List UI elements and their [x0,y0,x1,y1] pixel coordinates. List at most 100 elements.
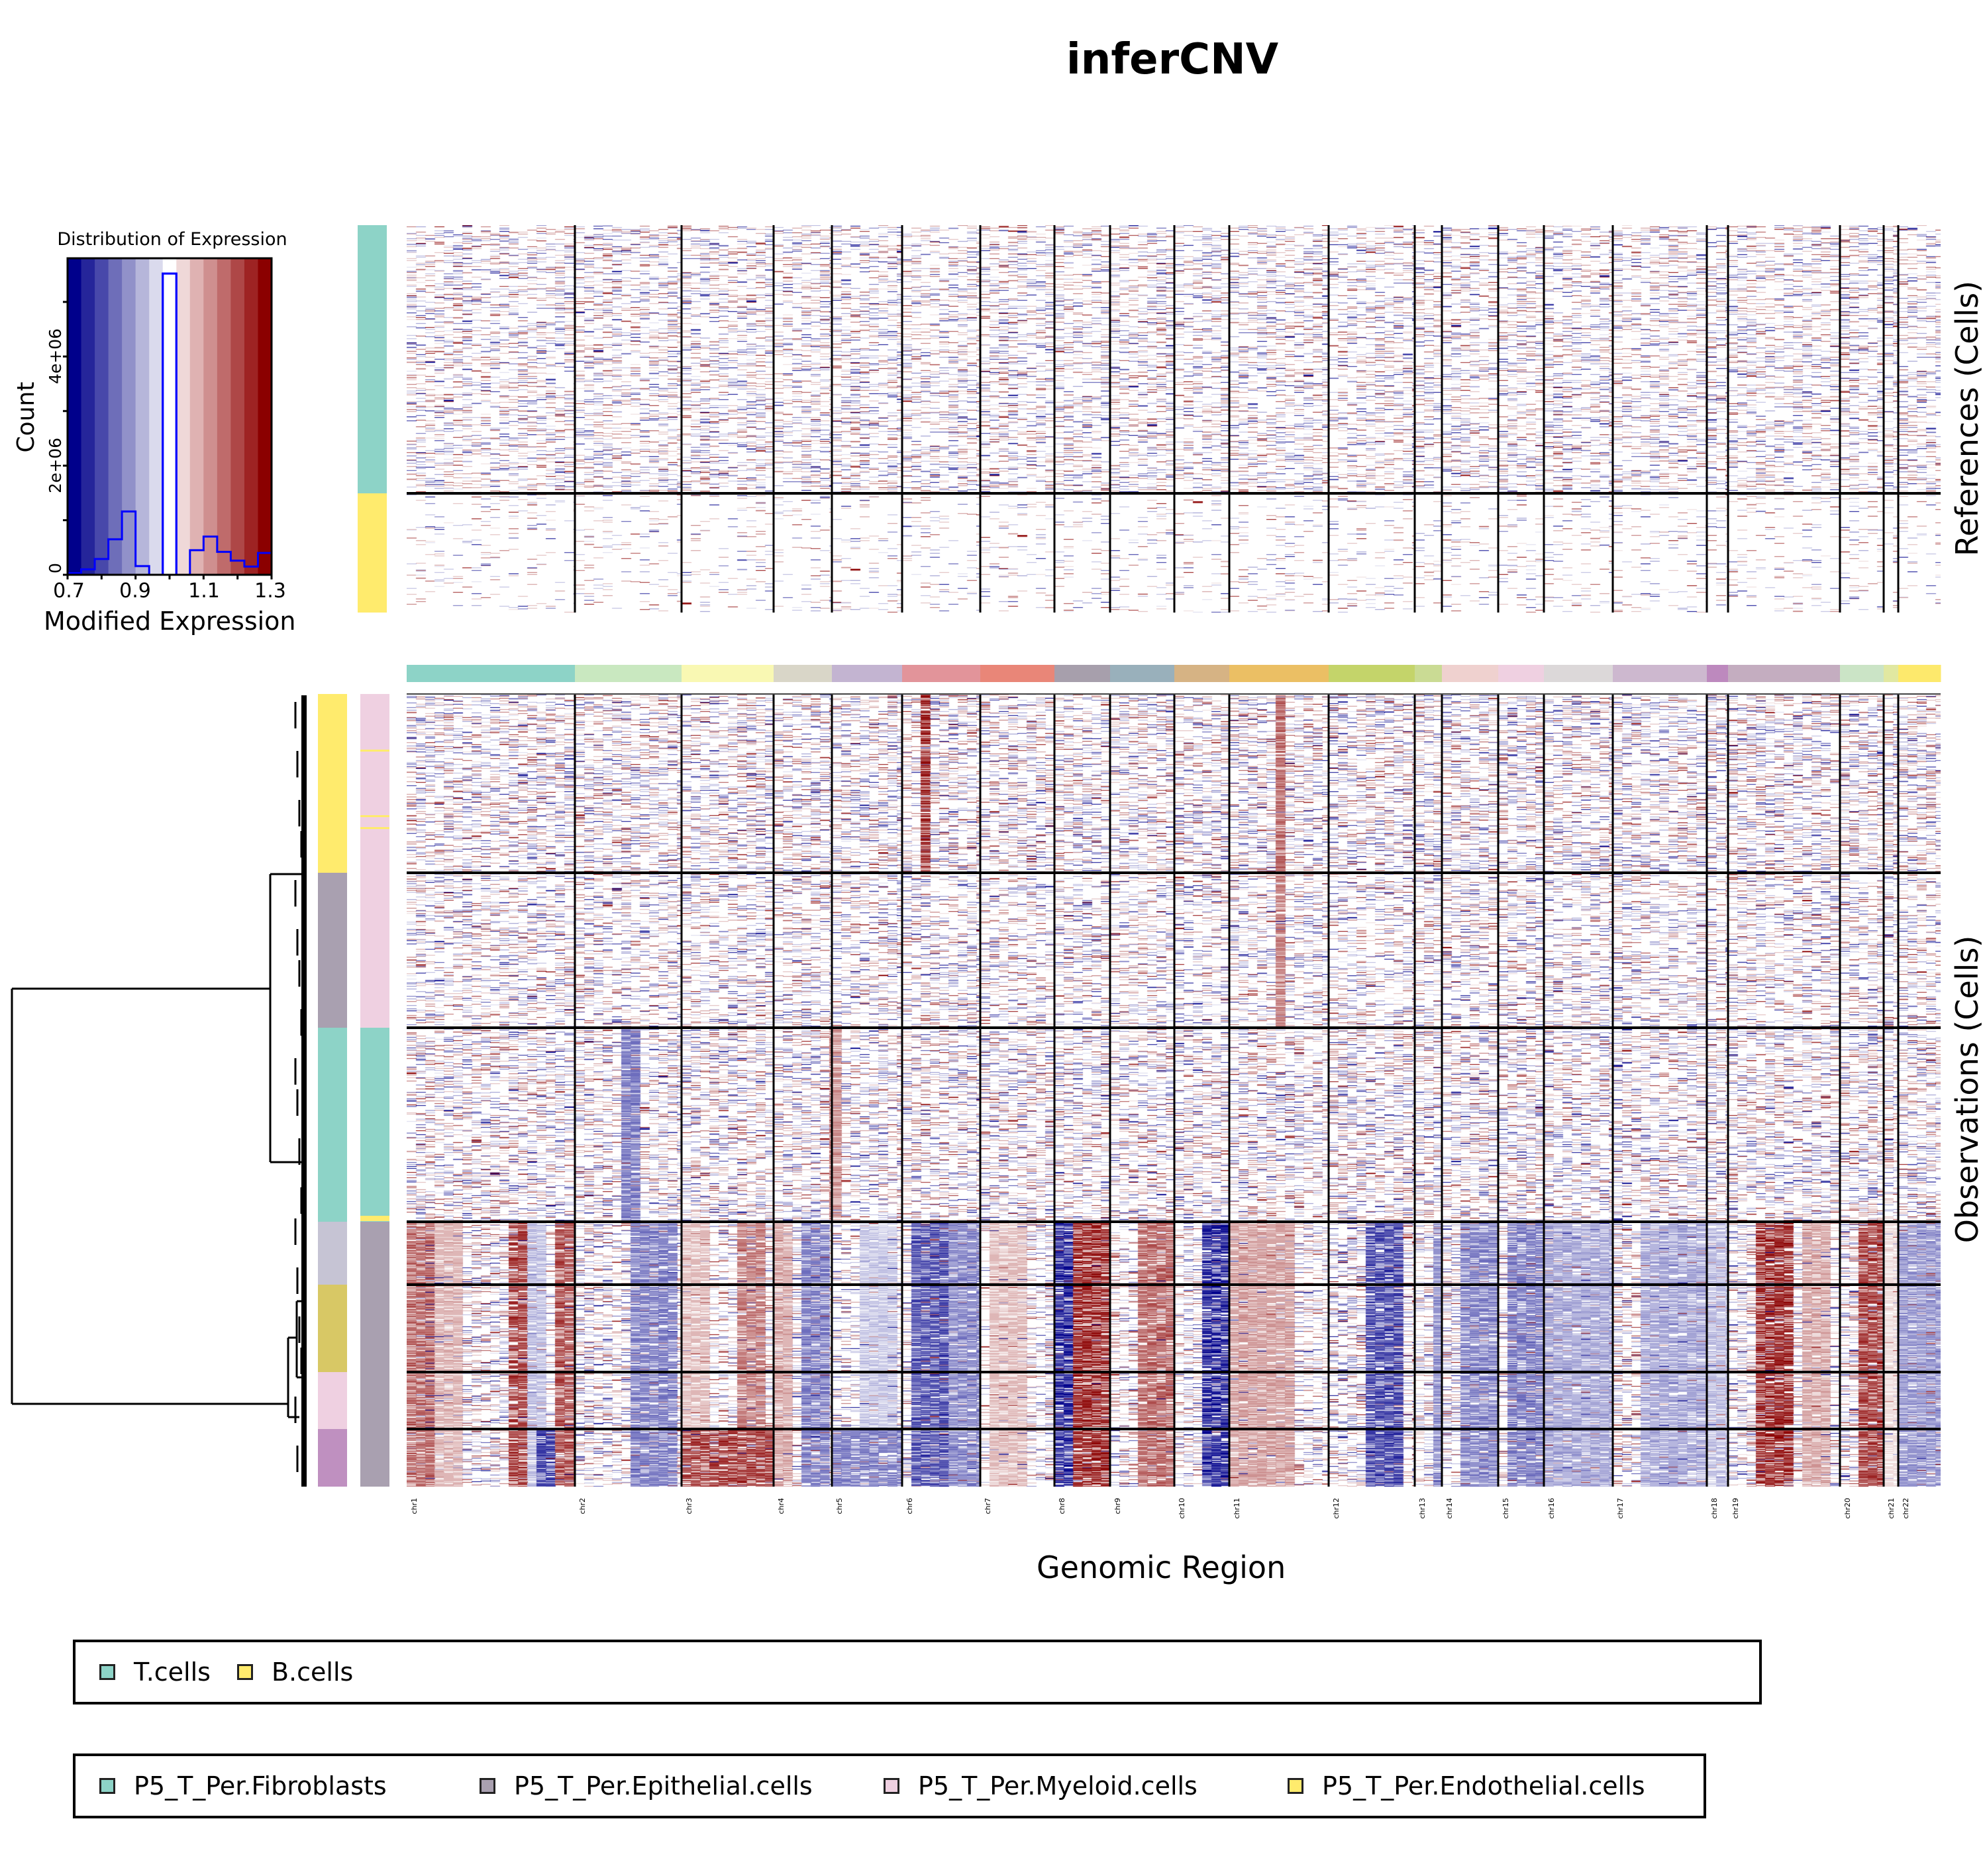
histogram-color-band [244,258,258,575]
observation-celltype-annotation [360,1429,389,1487]
chromosome-color-chr22 [1898,665,1941,682]
chromosome-color-chr20 [1840,665,1884,682]
legend-swatch [236,1664,253,1680]
chromosome-label-chr11: chr11 [1233,1498,1241,1519]
chromosome-color-chr15 [1498,665,1545,682]
chromosome-color-chr16 [1544,665,1613,682]
chromosome-color-chr3 [682,665,774,682]
chromosome-label-chr5: chr5 [835,1498,844,1514]
histogram-color-band [68,258,82,575]
chromosome-color-chr10 [1174,665,1230,682]
chromosome-color-chr11 [1229,665,1329,682]
chromosome-color-chr12 [1329,665,1415,682]
celltype-stripe [360,815,389,817]
observation-celltype-annotation [360,1285,389,1372]
legend-swatch [480,1778,495,1794]
legend-label: T.cells [134,1657,211,1687]
observation-cluster-annotation [318,1028,347,1222]
histogram [63,257,273,579]
histogram-color-band [189,258,204,575]
histogram-color-band [149,258,164,575]
chromosome-color-chr17 [1613,665,1707,682]
observations-axis-label: Observations (Cells) [1949,935,1985,1244]
histogram-color-band [95,258,109,575]
histogram-color-band [108,258,123,575]
chromosome-label-chr4: chr4 [777,1498,786,1514]
legend-item-endothelial: P5_T_Per.Endothelial.cells [1288,1771,1645,1801]
chromosome-label-chr2: chr2 [578,1498,587,1514]
histogram-color-band [176,258,191,575]
chromosome-color-chr4 [774,665,833,682]
legend-swatch [1288,1778,1303,1794]
histogram-color-band [230,258,245,575]
histogram-color-band [135,258,150,575]
chromosome-color-chr19 [1728,665,1841,682]
legend-label: B.cells [271,1657,354,1687]
histogram-title: Distribution of Expression [57,229,287,250]
observation-celltype-annotation [360,1372,389,1429]
dendrogram [11,695,307,1487]
chromosome-color-chr9 [1110,665,1175,682]
chromosome-label-chr20: chr20 [1843,1498,1852,1519]
observation-celltype-annotation [360,873,389,1028]
histogram-xtick-0.7: 0.7 [53,579,85,603]
legend-item-bcells: B.cells [236,1657,354,1687]
chromosome-label-chr8: chr8 [1058,1498,1066,1514]
observation-cluster-annotation [318,1222,347,1285]
celltype-stripe [360,750,389,752]
chromosome-label-chr15: chr15 [1502,1498,1510,1519]
chromosome-label-chr16: chr16 [1547,1498,1556,1519]
chromosome-label-chr3: chr3 [685,1498,693,1514]
dendrogram-leaves [301,695,307,1487]
chromosome-color-chr13 [1415,665,1443,682]
histogram-xtick-1.3: 1.3 [254,579,286,603]
legend-item-tcells: T.cells [99,1657,211,1687]
celltype-stripe [360,1216,389,1221]
chromosome-label-chr6: chr6 [905,1498,914,1514]
histogram-xtick-0.9: 0.9 [119,579,151,603]
chromosome-label-chr1: chr1 [410,1498,419,1514]
chromosome-label-chr19: chr19 [1731,1498,1740,1519]
legend-label: P5_T_Per.Epithelial.cells [514,1771,813,1801]
legend-label: P5_T_Per.Fibroblasts [134,1771,387,1801]
legend-swatch [884,1778,899,1794]
chromosome-color-chr6 [902,665,981,682]
celltype-stripe [360,827,389,829]
chromosome-color-chr8 [1054,665,1111,682]
legend-item-fibroblasts: P5_T_Per.Fibroblasts [99,1771,480,1801]
chromosome-label-chr22: chr22 [1902,1498,1910,1519]
legend-swatch [99,1664,115,1680]
observation-celltype-annotation [360,1222,389,1285]
reference-group-annotation [358,225,387,493]
observation-celltype-annotation [360,694,389,873]
chromosome-color-chr18 [1707,665,1729,682]
chromosome-label-chr21: chr21 [1887,1498,1896,1519]
references-axis-label: References (Cells) [1949,280,1985,557]
observation-cluster-annotation [318,1429,347,1487]
observation-cluster-annotation [318,873,347,1028]
chromosome-label-chr18: chr18 [1710,1498,1719,1519]
chromosome-label-chr7: chr7 [984,1498,992,1514]
chromosome-label-chr13: chr13 [1418,1498,1427,1519]
chromosome-color-chr14 [1442,665,1499,682]
chromosome-label-chr14: chr14 [1445,1498,1454,1519]
legend-label: P5_T_Per.Myeloid.cells [918,1771,1197,1801]
observation-celltype-annotation [360,1028,389,1222]
histogram-color-band [217,258,231,575]
legend-label: P5_T_Per.Endothelial.cells [1322,1771,1645,1801]
chromosome-color-chr2 [575,665,682,682]
genomic-region-label: Genomic Region [1037,1550,1286,1585]
chromosome-label-chr12: chr12 [1332,1498,1341,1519]
legend-swatch [99,1778,115,1794]
observation-cluster-annotation [318,1285,347,1372]
plot-title: inferCNV [1066,35,1279,84]
chromosome-color-chr21 [1884,665,1899,682]
chromosome-color-chr7 [980,665,1055,682]
references-legend: T.cells B.cells [73,1640,1762,1704]
chromosome-color-chr5 [832,665,903,682]
chromosome-label-chr9: chr9 [1113,1498,1122,1514]
legend-item-epithelial: P5_T_Per.Epithelial.cells [480,1771,884,1801]
histogram-color-band [203,258,218,575]
histogram-color-band [81,258,95,575]
